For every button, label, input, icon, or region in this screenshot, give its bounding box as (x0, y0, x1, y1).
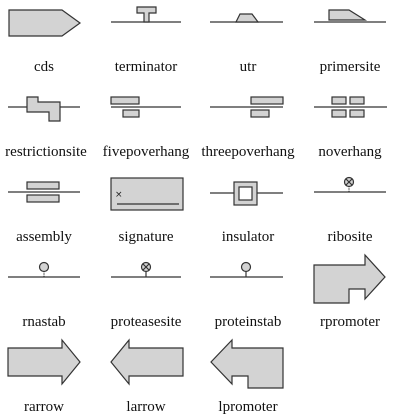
glyph-label-utr: utr (239, 59, 257, 75)
signature-icon: × (110, 177, 184, 211)
utr-icon (210, 13, 283, 23)
glyph-label-rnastab: rnastab (22, 314, 66, 330)
proteasesite-icon (111, 261, 181, 278)
threepoverhang-icon (210, 96, 284, 118)
cds-icon (8, 9, 82, 37)
lpromoter-icon (210, 338, 284, 389)
glyph-label-ribosite: ribosite (327, 229, 373, 245)
glyph-label-restrictionsite: restrictionsite (5, 144, 87, 160)
insulator-icon (210, 181, 283, 206)
glyph-label-proteinstab: proteinstab (214, 314, 282, 330)
glyph-label-fivepoverhang: fivepoverhang (102, 144, 190, 160)
glyph-label-rarrow: rarrow (24, 399, 64, 415)
noverhang-icon (314, 96, 387, 118)
restrictionsite-icon (8, 96, 80, 122)
glyph-label-lpromoter: lpromoter (218, 399, 278, 415)
primersite-icon (314, 9, 386, 23)
glyph-label-larrow: larrow (126, 399, 166, 415)
glyph-label-assembly: assembly (16, 229, 72, 245)
svg-text:×: × (115, 190, 123, 200)
glyph-label-cds: cds (34, 59, 54, 75)
rarrow-icon (7, 338, 81, 386)
rnastab-icon (8, 261, 80, 278)
glyph-label-signature: signature (118, 229, 174, 245)
ribosite-icon (314, 176, 386, 193)
proteinstab-icon (210, 261, 283, 278)
glyph-label-rpromoter: rpromoter (320, 314, 380, 330)
glyph-label-terminator: terminator (114, 59, 178, 75)
glyph-label-insulator: insulator (221, 229, 275, 245)
glyph-label-proteasesite: proteasesite (110, 314, 182, 330)
glyph-label-noverhang: noverhang (318, 144, 382, 160)
terminator-icon (111, 6, 181, 23)
larrow-icon (110, 338, 184, 386)
fivepoverhang-icon (110, 96, 181, 118)
glyph-label-primersite: primersite (319, 59, 381, 75)
assembly-icon (8, 181, 80, 203)
glyph-label-threepoverhang: threepoverhang (201, 144, 295, 160)
rpromoter-icon (313, 253, 386, 304)
